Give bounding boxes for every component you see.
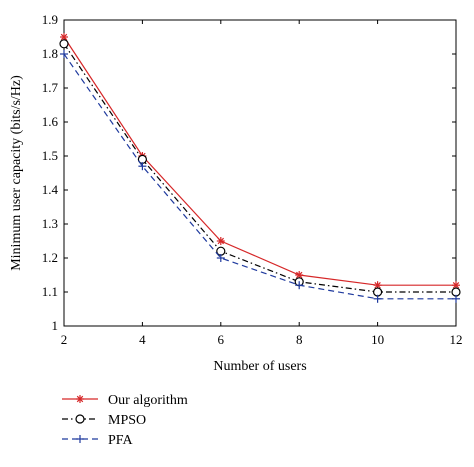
series-line-our-algorithm [63, 36, 456, 286]
x-tick-label: 8 [296, 332, 303, 347]
axis-ticks [63, 19, 457, 327]
data-point-pfa [216, 254, 225, 262]
y-tick-label: 1.7 [42, 80, 59, 95]
legend-marker [76, 395, 84, 403]
legend-label: MPSO [108, 413, 146, 428]
x-tick-label: 12 [450, 332, 463, 347]
legend-item-our-algorithm: Our algorithm [62, 393, 188, 408]
data-point-our-algorithm [216, 237, 225, 245]
y-tick-label: 1.1 [42, 284, 58, 299]
legend-label: Our algorithm [108, 393, 188, 408]
legend-marker [75, 414, 85, 424]
data-point-mpso [59, 39, 69, 49]
series-line-mpso [63, 43, 456, 293]
x-tick-label: 4 [139, 332, 146, 347]
y-tick-label: 1.9 [42, 12, 58, 27]
y-axis-label: Minimum user capacity (bits/s/Hz) [9, 75, 24, 271]
series-layer [59, 33, 461, 303]
legend-label: PFA [108, 433, 134, 448]
x-tick-label: 10 [371, 332, 384, 347]
data-point-pfa [373, 294, 382, 303]
series-line-pfa [63, 53, 456, 300]
x-tick-label: 6 [218, 332, 225, 347]
y-tick-label: 1.3 [42, 216, 58, 231]
legend: Our algorithm MPSO PFA [62, 393, 188, 448]
data-point-pfa [138, 162, 147, 171]
legend-item-pfa: PFA [62, 433, 134, 448]
legend-item-mpso: MPSO [62, 413, 146, 428]
y-tick-label: 1 [52, 318, 59, 333]
x-tick-label: 2 [61, 332, 68, 347]
data-point-pfa [452, 294, 460, 303]
y-tick-label: 1.4 [42, 182, 59, 197]
y-tick-label: 1.2 [42, 250, 58, 265]
legend-marker [76, 435, 84, 443]
data-point-our-algorithm [60, 33, 68, 41]
plot-frame [63, 19, 457, 327]
x-axis-label: Number of users [213, 359, 306, 374]
data-point-pfa [295, 281, 304, 290]
axis-tick-labels: 2 4 6 8 10 12 1 1.1 1.2 1.3 1.4 1.5 1.6 1.7 1.8 1.9 [42, 12, 463, 347]
y-tick-label: 1.5 [42, 148, 58, 163]
y-tick-label: 1.8 [42, 46, 58, 61]
series-our-algorithm [60, 33, 460, 290]
y-tick-label: 1.6 [42, 114, 59, 129]
series-pfa [60, 50, 460, 303]
data-point-pfa [60, 50, 68, 58]
data-point-our-algorithm [373, 281, 382, 290]
